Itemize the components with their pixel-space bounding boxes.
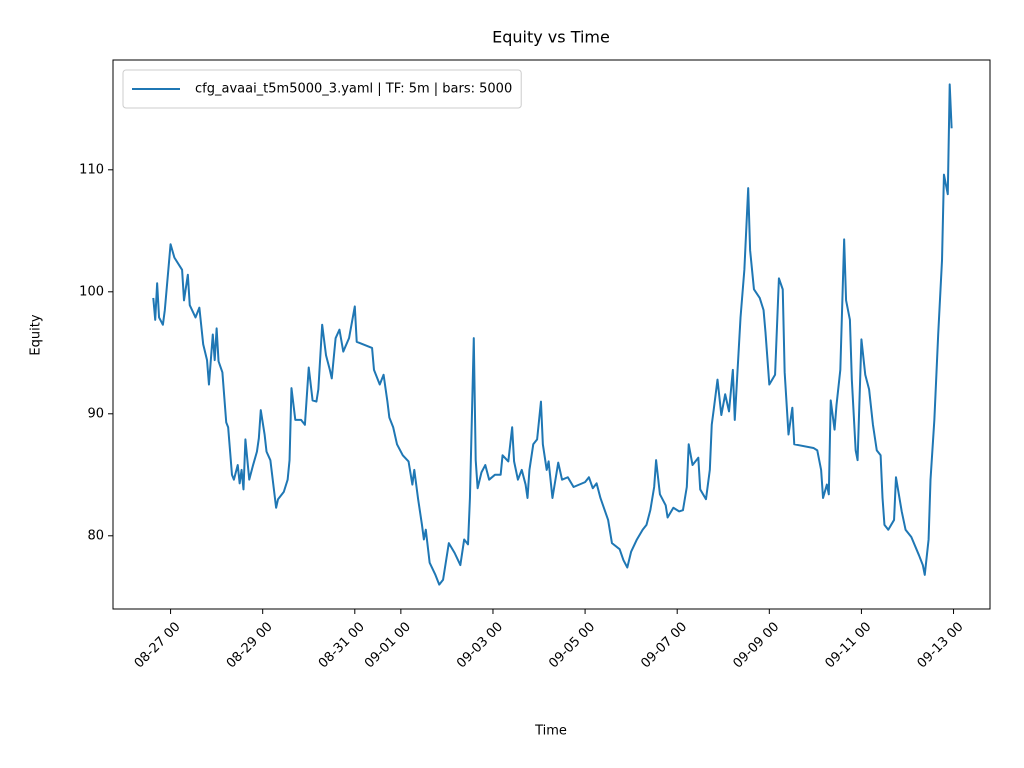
plot-frame [112, 59, 991, 610]
y-tick-label: 100 [79, 284, 104, 299]
x-axis-label: Time [534, 724, 567, 739]
y-tick-label: 90 [87, 406, 104, 421]
series-line [152, 83, 953, 586]
legend-box [122, 69, 522, 109]
chart-title: Equity vs Time [492, 28, 610, 47]
legend-label: cfg_avaai_t5m5000_3.yaml | TF: 5m | bars… [195, 82, 512, 97]
y-tick-label: 110 [79, 162, 104, 177]
y-tick-label: 80 [87, 528, 104, 543]
legend: cfg_avaai_t5m5000_3.yaml | TF: 5m | bars… [122, 69, 522, 109]
y-axis-label: Equity [29, 314, 44, 355]
